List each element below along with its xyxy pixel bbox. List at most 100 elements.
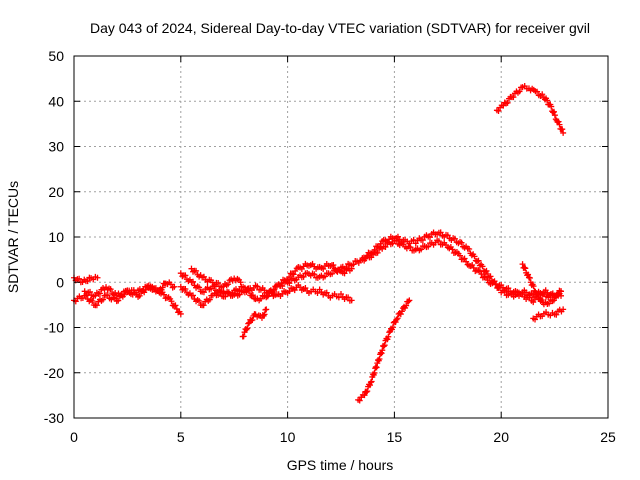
data-point [461, 255, 468, 262]
data-point [364, 388, 371, 395]
data-point [374, 249, 381, 256]
data-point [495, 107, 502, 114]
data-point [526, 274, 533, 281]
data-point [505, 285, 512, 292]
x-tick-label: 10 [280, 429, 296, 445]
data-point [76, 275, 83, 282]
y-tick-label: -30 [44, 410, 64, 426]
chart-title: Day 043 of 2024, Sidereal Day-to-day VTE… [90, 20, 590, 36]
data-point [372, 365, 379, 372]
grid [74, 56, 608, 418]
data-point [89, 297, 96, 304]
data-point [535, 291, 542, 298]
data-point [368, 378, 375, 385]
data-point [523, 289, 530, 296]
data-point [93, 302, 100, 309]
data-point [427, 234, 433, 241]
data-point [504, 99, 511, 106]
data-point [270, 287, 277, 294]
x-tick-label: 25 [600, 429, 616, 445]
data-point [245, 320, 252, 327]
data-point [190, 278, 197, 285]
data-point [482, 273, 489, 280]
data-point [215, 291, 222, 298]
data-point [302, 285, 309, 292]
data-point [249, 317, 256, 324]
data-point [87, 288, 94, 295]
data-point [378, 350, 385, 357]
data-point [371, 369, 378, 376]
data-point [546, 300, 553, 307]
data-point [215, 280, 222, 287]
data-point [381, 342, 388, 349]
data-point [385, 333, 392, 340]
data-point [559, 126, 566, 133]
data-point [407, 244, 414, 251]
data-point [279, 283, 286, 290]
data-point [398, 308, 405, 315]
data-point [418, 246, 425, 253]
data-point [200, 302, 207, 309]
data-point [171, 283, 178, 290]
data-point [373, 364, 380, 371]
y-axis-label: SDTVAR / TECUs [5, 181, 21, 293]
y-tick-label: -20 [44, 365, 64, 381]
data-point [548, 103, 555, 110]
series-track-j [355, 297, 413, 404]
data-point [367, 379, 374, 386]
data-point [104, 291, 111, 298]
data-point [437, 229, 444, 236]
series-track-c [81, 279, 178, 300]
data-point [386, 329, 393, 336]
data-point [405, 298, 412, 305]
data-point [350, 261, 357, 268]
data-point [444, 232, 451, 239]
data-point [466, 245, 473, 252]
data-point [136, 292, 143, 299]
data-point [394, 315, 401, 322]
data-point [510, 94, 517, 101]
data-point [361, 392, 368, 399]
data-point [530, 283, 537, 290]
series-track-g [239, 306, 270, 340]
data-point [393, 237, 400, 244]
data-point [151, 285, 158, 292]
data-point [182, 285, 189, 292]
data-point [107, 286, 114, 293]
data-point [225, 289, 232, 296]
data-point [193, 267, 200, 274]
data-point [419, 237, 426, 244]
data-point [525, 271, 532, 278]
y-tick-label: 0 [56, 274, 64, 290]
data-point [393, 316, 400, 323]
data-point [356, 397, 363, 404]
data-point [286, 280, 293, 287]
data-point [261, 311, 268, 318]
data-point [167, 281, 174, 288]
data-point [321, 273, 328, 280]
data-point [410, 236, 417, 243]
data-point [263, 306, 270, 313]
data-point [244, 325, 251, 332]
data-point [379, 347, 386, 354]
series-track-b [71, 273, 101, 286]
data-point [476, 262, 483, 269]
data-point [483, 267, 490, 274]
x-tick-label: 0 [70, 429, 78, 445]
data-point [177, 310, 184, 317]
data-point [119, 291, 126, 298]
data-point [182, 272, 189, 279]
data-point [530, 299, 537, 306]
data-point [553, 311, 560, 318]
data-point [196, 284, 203, 291]
data-point [519, 261, 526, 268]
data-point [376, 356, 383, 363]
data-point [457, 252, 464, 259]
data-point [140, 287, 147, 294]
data-point [300, 273, 307, 280]
data-point [348, 297, 355, 304]
x-tick-label: 20 [493, 429, 509, 445]
data-layer [71, 83, 567, 404]
data-point [115, 297, 122, 304]
data-point [380, 343, 387, 350]
